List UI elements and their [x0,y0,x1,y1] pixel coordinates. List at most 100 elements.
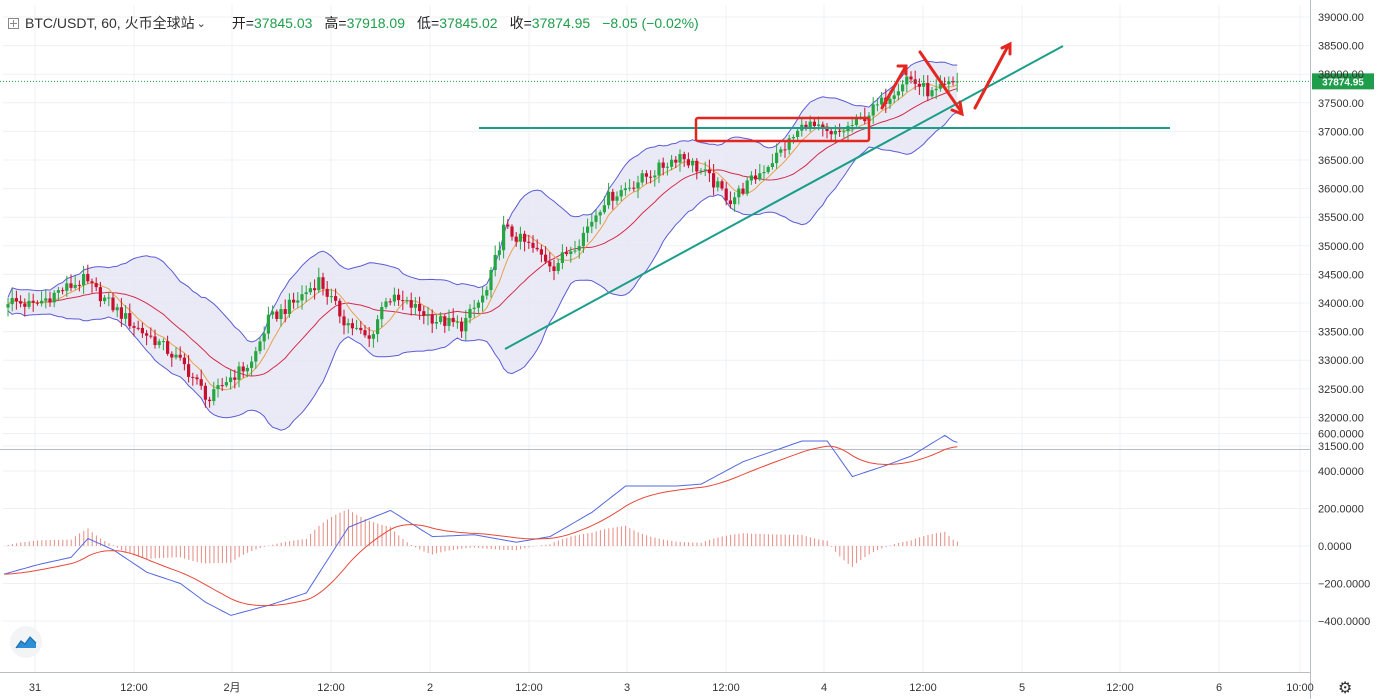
price-tick-label: 38000.00 [1318,69,1364,81]
candle-body [682,154,686,160]
candle-body [577,246,581,251]
arrow-up-1 [880,64,908,110]
candle-body [493,254,497,271]
arrow-down [918,50,962,112]
high-value: 37918.09 [346,15,405,31]
candle-body [111,297,115,311]
candle-body [86,273,90,282]
candle-body [741,188,745,194]
candle-body [527,241,531,243]
candle-body [569,251,573,255]
arrow-down-head [950,100,964,117]
candle-body [779,149,783,153]
candle-body [506,224,510,227]
bollinger-fill [8,60,958,431]
time-tick-label: 2 [427,682,433,694]
candle-body [724,188,728,201]
candle-body [514,236,518,242]
candle-body [342,316,346,326]
candle-body [468,308,472,318]
candle-body [821,124,825,129]
trend-line [504,45,1064,350]
price-tick-label: 34000.00 [1318,298,1364,310]
candle-body [636,182,640,189]
macd-tick-label: 600.0000 [1318,429,1364,441]
candle-body [518,233,522,242]
candle-body [556,262,560,272]
time-tick-label: 3 [624,682,630,694]
price-tick-label: 32000.00 [1318,412,1364,424]
candle-body [565,252,569,255]
macd-tick-label: −400.0000 [1318,616,1370,628]
price-tick-label: 36000.00 [1318,184,1364,196]
candle-body [590,221,594,227]
candle-body [300,294,304,301]
candle-body [825,128,829,132]
candle-body [308,288,312,293]
candle-body [426,314,430,316]
candle-body [632,187,636,189]
time-tick-label: 5 [1019,682,1025,694]
annotation-arrows [880,41,1012,117]
candle-body [791,136,795,139]
candle-body [787,138,791,150]
candle-body [132,326,136,328]
candle-body [535,247,539,250]
candle-body [216,385,220,390]
ma-orange-line [7,83,958,391]
time-tick-label: 6 [1216,682,1222,694]
candle-body [728,200,732,205]
candle-body [581,232,585,247]
candle-body [447,317,451,326]
candle-body [888,98,892,104]
candle-body [392,294,396,302]
candle-body [451,317,455,323]
candle-body [119,307,123,319]
grid [3,5,1310,672]
candle-body [69,283,73,288]
candle-body [174,354,178,358]
gear-icon[interactable]: ⚙ [1338,680,1353,697]
candle-body [640,173,644,183]
symbol-label[interactable]: BTC/USDT, 60, 火币全球站 [25,15,195,31]
time-tick-label: 12:00 [909,682,937,694]
candle-body [880,97,884,105]
price-tag-text: 37874.95 [1322,77,1364,88]
candle-body [955,81,959,83]
tradingview-logo-icon[interactable] [10,626,42,658]
candle-body [661,162,665,168]
candle-body [749,175,753,181]
time-tick-label: 2月 [223,682,240,694]
low-label: 低= [417,15,440,31]
candle-body [107,297,111,299]
candle-body [934,88,938,91]
candle-body [523,233,527,242]
candle-body [241,366,245,372]
candle-body [938,83,942,89]
expand-icon[interactable] [8,17,19,29]
candle-body [733,197,737,205]
candle-body [712,173,716,188]
candle-body [355,327,359,329]
candle-body [703,169,707,171]
candle-body [922,82,926,87]
candle-body [178,354,182,358]
candle-body [140,327,144,334]
candle-body [405,300,409,302]
candle-body [258,341,262,352]
chart-header: BTC/USDT, 60, 火币全球站 ⌄ 开= 37845.03 高= 37918… [8,12,711,34]
signal-line [3,445,958,607]
candle-body [548,261,552,267]
chevron-down-icon[interactable]: ⌄ [196,17,206,30]
candle-body [875,104,879,106]
candle-body [619,190,623,197]
candle-body [699,170,703,172]
candle-body [930,90,934,97]
candle-body [401,300,405,302]
time-tick-label: 12:00 [515,682,543,694]
candle-body [674,159,678,163]
candle-body [220,385,224,387]
candle-body [695,160,699,172]
candle-body [98,287,102,302]
